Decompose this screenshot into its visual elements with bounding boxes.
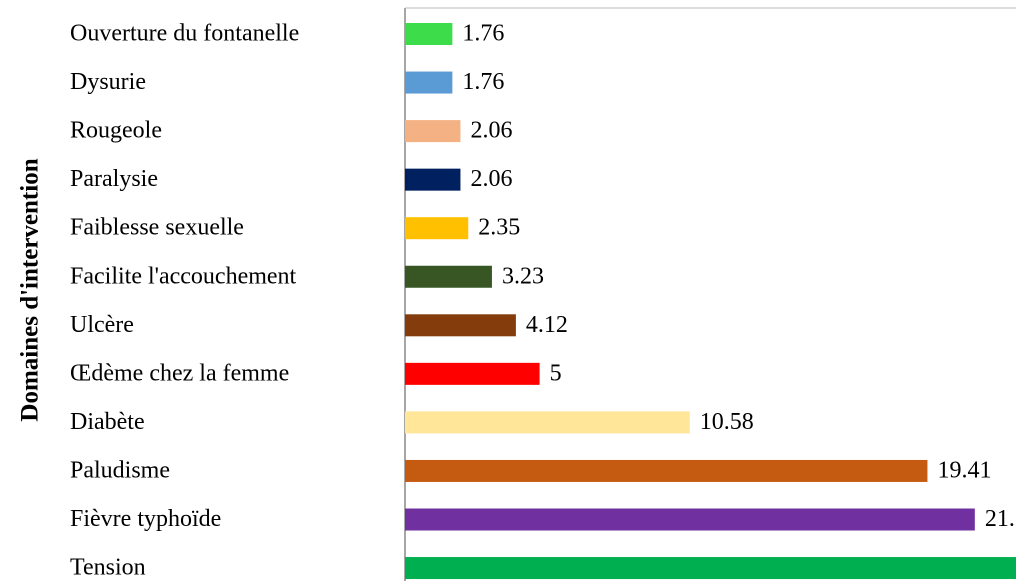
y-tick-label: Fièvre typhoïde — [70, 506, 221, 532]
y-tick-label: Faiblesse sexuelle — [70, 215, 244, 241]
value-label: 3.23 — [502, 263, 544, 289]
bar — [405, 411, 690, 434]
value-label: 1.76 — [462, 21, 504, 47]
y-tick-label: Facilite l'accouchement — [70, 263, 297, 289]
value-label: 1.76 — [462, 69, 504, 95]
bar — [405, 71, 453, 94]
bar — [405, 557, 1016, 580]
y-tick-label: Paralysie — [70, 166, 158, 192]
value-label: 2.06 — [470, 166, 512, 192]
value-label: 19.41 — [937, 457, 991, 483]
value-label: 4.12 — [526, 312, 568, 338]
y-tick-label: Œdème chez la femme — [70, 360, 289, 386]
bar — [405, 168, 461, 191]
y-tick-label: Diabète — [70, 409, 145, 435]
value-label: 21.17 — [985, 506, 1016, 532]
bar — [405, 265, 492, 288]
bar — [405, 120, 461, 143]
y-tick-label: Dysurie — [70, 69, 146, 95]
bar — [405, 362, 540, 385]
bar — [405, 508, 975, 531]
y-tick-label: Tension — [70, 555, 146, 581]
y-axis-title: Domaines d'intervention — [17, 158, 44, 421]
y-tick-label: Ouverture du fontanelle — [70, 21, 299, 47]
value-label: 2.35 — [478, 215, 520, 241]
y-tick-label: Paludisme — [70, 457, 170, 483]
value-label: 5 — [550, 360, 562, 386]
bar — [405, 217, 469, 240]
bar — [405, 23, 453, 45]
value-label: 10.58 — [700, 409, 754, 435]
value-label: 2.06 — [470, 118, 512, 144]
y-tick-label: Rougeole — [70, 118, 162, 144]
y-tick-label: Ulcère — [70, 312, 134, 338]
bar — [405, 314, 516, 337]
bar — [405, 459, 928, 482]
